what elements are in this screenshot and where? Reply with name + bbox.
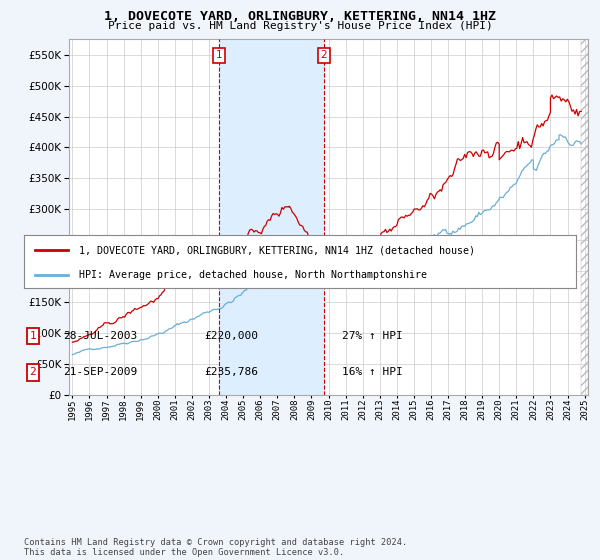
Text: 1, DOVECOTE YARD, ORLINGBURY, KETTERING, NN14 1HZ: 1, DOVECOTE YARD, ORLINGBURY, KETTERING,… <box>104 10 496 23</box>
Text: Price paid vs. HM Land Registry's House Price Index (HPI): Price paid vs. HM Land Registry's House … <box>107 21 493 31</box>
Bar <box>219 39 324 395</box>
Text: Contains HM Land Registry data © Crown copyright and database right 2024.
This d: Contains HM Land Registry data © Crown c… <box>24 538 407 557</box>
Text: 1, DOVECOTE YARD, ORLINGBURY, KETTERING, NN14 1HZ (detached house): 1, DOVECOTE YARD, ORLINGBURY, KETTERING,… <box>79 245 475 255</box>
Text: 2: 2 <box>320 50 327 60</box>
Text: 1: 1 <box>215 50 222 60</box>
Text: 16% ↑ HPI: 16% ↑ HPI <box>342 367 403 377</box>
Text: 28-JUL-2003: 28-JUL-2003 <box>63 331 137 341</box>
Text: 21-SEP-2009: 21-SEP-2009 <box>63 367 137 377</box>
Text: £235,786: £235,786 <box>204 367 258 377</box>
Text: £220,000: £220,000 <box>204 331 258 341</box>
Text: HPI: Average price, detached house, North Northamptonshire: HPI: Average price, detached house, Nort… <box>79 270 427 280</box>
Text: 2: 2 <box>29 367 37 377</box>
Text: 1: 1 <box>29 331 37 341</box>
Text: 27% ↑ HPI: 27% ↑ HPI <box>342 331 403 341</box>
